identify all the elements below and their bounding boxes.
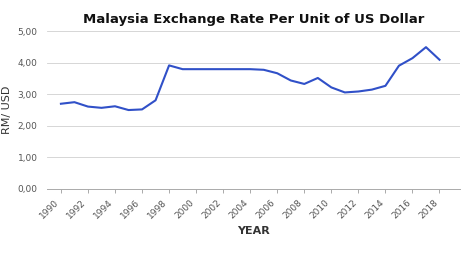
Y-axis label: RM/ USD: RM/ USD: [2, 86, 12, 134]
X-axis label: YEAR: YEAR: [237, 226, 270, 236]
Title: Malaysia Exchange Rate Per Unit of US Dollar: Malaysia Exchange Rate Per Unit of US Do…: [83, 13, 424, 26]
